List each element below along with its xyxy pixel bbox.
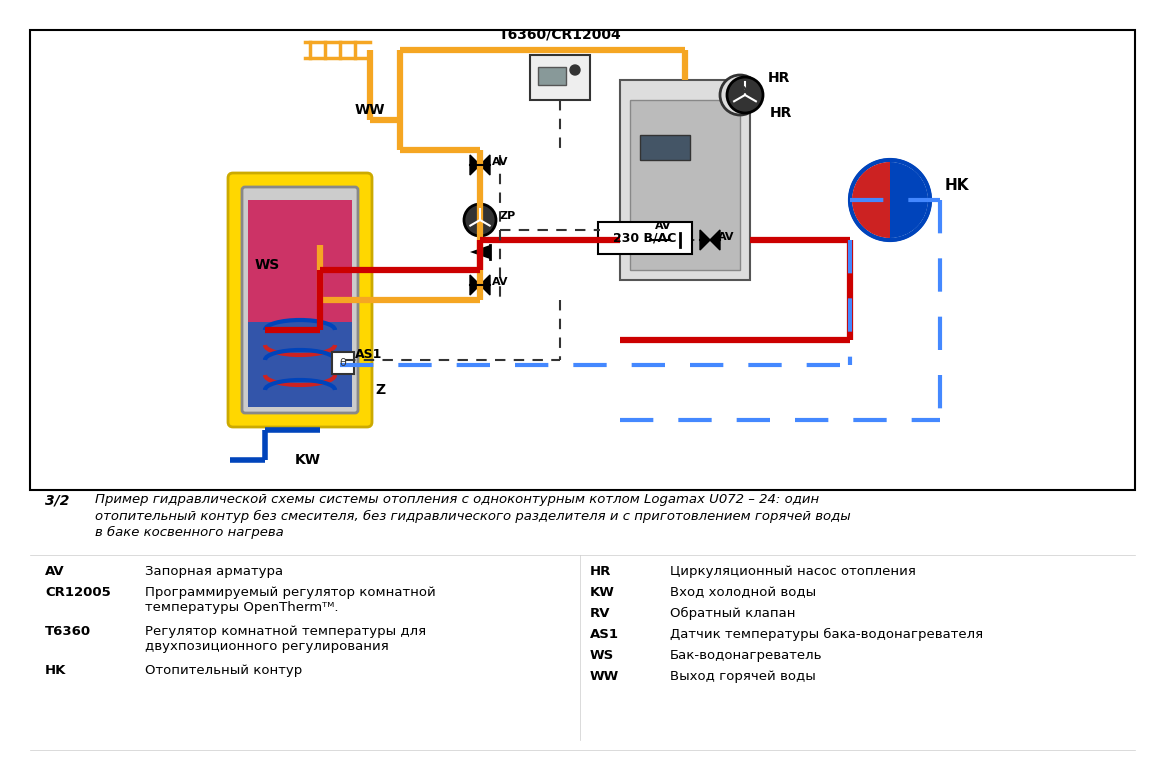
Polygon shape — [469, 155, 480, 175]
Text: AV: AV — [655, 221, 671, 231]
Circle shape — [850, 160, 930, 240]
FancyBboxPatch shape — [538, 67, 566, 85]
Text: WW: WW — [355, 103, 386, 117]
Text: θ: θ — [340, 358, 346, 368]
FancyBboxPatch shape — [598, 222, 692, 254]
Text: HR: HR — [768, 71, 790, 85]
Circle shape — [464, 204, 496, 236]
Polygon shape — [680, 233, 696, 247]
Text: AV: AV — [718, 232, 734, 242]
Circle shape — [727, 77, 763, 113]
Text: Обратный клапан: Обратный клапан — [670, 607, 796, 620]
Text: Запорная арматура: Запорная арматура — [144, 565, 283, 578]
FancyBboxPatch shape — [630, 100, 740, 270]
Text: Регулятор комнатной температуры для: Регулятор комнатной температуры для — [144, 625, 426, 638]
Text: HK: HK — [945, 177, 969, 193]
Text: T6360: T6360 — [45, 625, 91, 638]
Wedge shape — [852, 162, 890, 238]
Text: в баке косвенного нагрева: в баке косвенного нагрева — [96, 525, 284, 538]
FancyBboxPatch shape — [228, 173, 372, 427]
Text: AS1: AS1 — [355, 349, 382, 362]
Text: AV: AV — [492, 157, 508, 167]
Polygon shape — [709, 230, 720, 250]
FancyBboxPatch shape — [248, 322, 352, 407]
Text: KW: KW — [589, 586, 615, 599]
FancyBboxPatch shape — [640, 135, 690, 160]
FancyBboxPatch shape — [248, 200, 352, 330]
Text: Выход горячей воды: Выход горячей воды — [670, 670, 816, 683]
Text: температуры OpenThermᵀᴹ.: температуры OpenThermᵀᴹ. — [144, 601, 339, 614]
Polygon shape — [661, 230, 670, 250]
Text: Программируемый регулятор комнатной: Программируемый регулятор комнатной — [144, 586, 436, 599]
FancyBboxPatch shape — [620, 80, 750, 280]
Text: HR: HR — [770, 106, 792, 120]
Polygon shape — [480, 155, 490, 175]
Wedge shape — [890, 162, 929, 238]
Text: AV: AV — [492, 277, 508, 287]
Text: Z: Z — [375, 383, 386, 397]
Text: отопительный контур без смесителя, без гидравлического разделителя и с приготовл: отопительный контур без смесителя, без г… — [96, 509, 850, 522]
Text: CR12005: CR12005 — [45, 586, 111, 599]
FancyBboxPatch shape — [530, 55, 589, 100]
Text: Пример гидравлической схемы системы отопления с одноконтурным котлом Logamax U07: Пример гидравлической схемы системы отоп… — [96, 494, 819, 507]
Text: ZP: ZP — [500, 211, 516, 221]
Text: HR: HR — [589, 565, 612, 578]
Circle shape — [720, 75, 760, 115]
Text: Вход холодной воды: Вход холодной воды — [670, 586, 817, 599]
Polygon shape — [700, 230, 709, 250]
Text: AS1: AS1 — [589, 628, 619, 641]
Text: Циркуляционный насос отопления: Циркуляционный насос отопления — [670, 565, 916, 578]
Text: T6360/CR12004: T6360/CR12004 — [499, 28, 621, 42]
Polygon shape — [480, 275, 490, 295]
Text: HK: HK — [45, 664, 66, 677]
Text: Бак-водонагреватель: Бак-водонагреватель — [670, 649, 822, 662]
Text: двухпозиционного регулирования: двухпозиционного регулирования — [144, 640, 389, 653]
Text: 230 В/АС: 230 В/АС — [613, 231, 677, 244]
Text: Датчик температуры бака-водонагревателя: Датчик температуры бака-водонагревателя — [670, 628, 983, 641]
Text: WS: WS — [255, 258, 280, 272]
Text: AV: AV — [45, 565, 64, 578]
FancyBboxPatch shape — [242, 187, 358, 413]
FancyBboxPatch shape — [30, 30, 1135, 490]
Polygon shape — [650, 230, 661, 250]
Polygon shape — [469, 275, 480, 295]
Text: WW: WW — [589, 670, 620, 683]
Polygon shape — [469, 245, 490, 259]
FancyBboxPatch shape — [332, 352, 354, 374]
Text: RV: RV — [589, 607, 610, 620]
Text: 3/2: 3/2 — [45, 493, 70, 507]
Text: Отопительный контур: Отопительный контур — [144, 664, 302, 677]
Text: KW: KW — [295, 453, 322, 467]
Text: WS: WS — [589, 649, 614, 662]
Circle shape — [570, 65, 580, 75]
